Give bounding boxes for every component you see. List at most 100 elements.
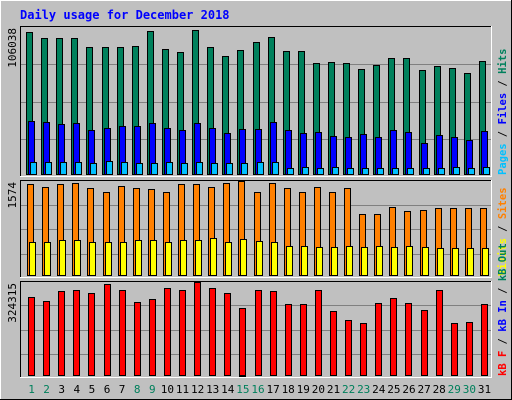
bar-pages-day-5: [90, 163, 97, 175]
day-label-23: 23: [357, 383, 370, 396]
bar-visits-day-23: [361, 247, 368, 276]
bar-kb-f-day-18: [285, 304, 292, 376]
day-label-25: 25: [387, 383, 400, 396]
panel-usage-legend: Pages / Files / Hits: [497, 49, 509, 175]
bar-visits-day-20: [316, 247, 323, 276]
day-label-11: 11: [176, 383, 189, 396]
bar-pages-day-17: [272, 162, 279, 175]
chart-panels: 106038 Pages / Files / Hits 1574 Visits / S…: [6, 26, 509, 378]
bar-visits-day-18: [286, 246, 293, 276]
bar-visits-day-9: [150, 240, 157, 276]
bar-visits-day-26: [406, 246, 413, 276]
day-label-9: 9: [149, 383, 156, 396]
bar-kb-in-day-15: [239, 375, 246, 377]
day-labels: 1 2 3 4 5 6 7 8 9 10 11 12 13 14 15 16 17 18 19 20 21 22 23 24 2…: [28, 383, 491, 396]
legend-entry-files: Files: [497, 93, 509, 125]
day-label-28: 28: [433, 383, 446, 396]
bar-pages-day-30: [468, 168, 475, 175]
legend-entry-kb-in: kB In: [497, 300, 509, 332]
bar-pages-day-21: [332, 167, 339, 175]
panel-visits-sites-max-label: 1574: [6, 182, 19, 209]
bar-pages-day-25: [392, 168, 399, 175]
day-label-26: 26: [402, 383, 415, 396]
bar-visits-day-29: [452, 248, 459, 276]
day-label-4: 4: [73, 383, 80, 396]
bar-visits-day-27: [422, 247, 429, 276]
day-label-12: 12: [191, 383, 204, 396]
legend-entry-hits: Hits: [497, 49, 509, 74]
panel-kbytes-legend: kB F / kB In / kB Out: [497, 243, 509, 376]
bar-visits-day-19: [301, 246, 308, 276]
day-label-22: 22: [342, 383, 355, 396]
day-label-14: 14: [221, 383, 235, 396]
bar-pages-day-2: [45, 162, 52, 175]
bar-kb-f-day-11: [179, 290, 186, 376]
day-label-2: 2: [43, 383, 50, 396]
chart-title: Daily usage for December 2018: [20, 8, 230, 22]
legend-entry-kb-out: kB Out: [497, 243, 509, 281]
bar-kb-f-day-10: [164, 288, 171, 376]
day-label-10: 10: [161, 383, 174, 396]
bar-kb-f-day-31: [481, 304, 488, 376]
bar-pages-day-18: [287, 168, 294, 175]
panel-visits-sites-legend: Visits / Sites: [497, 187, 509, 276]
bar-visits-day-28: [437, 248, 444, 276]
bar-visits-day-16: [256, 241, 263, 276]
bar-visits-day-12: [195, 240, 202, 276]
bar-pages-day-11: [181, 163, 188, 175]
bar-pages-day-19: [302, 167, 309, 175]
bar-kb-f-day-9: [149, 299, 156, 376]
bar-pages-day-31: [483, 167, 490, 175]
bar-kb-f-day-29: [451, 323, 458, 376]
bar-visits-day-21: [331, 247, 338, 276]
bar-visits-day-4: [74, 240, 81, 276]
bar-kb-f-day-4: [73, 290, 80, 376]
bar-pages-day-10: [166, 162, 173, 175]
bar-pages-day-29: [453, 167, 460, 175]
bar-pages-day-16: [257, 162, 264, 175]
bar-pages-day-4: [75, 162, 82, 175]
bar-kb-f-day-13: [209, 288, 216, 376]
legend-entry-sites: Sites: [497, 187, 509, 219]
bar-pages-day-26: [407, 168, 414, 175]
bar-pages-day-8: [136, 163, 143, 175]
bar-kb-f-day-7: [119, 290, 126, 376]
day-label-18: 18: [282, 383, 295, 396]
bar-visits-day-24: [376, 246, 383, 276]
bar-kb-f-day-17: [270, 291, 277, 376]
day-label-20: 20: [312, 383, 325, 396]
day-label-1: 1: [28, 383, 35, 396]
bar-visits-day-10: [165, 242, 172, 276]
bar-pages-day-24: [377, 168, 384, 175]
day-label-7: 7: [119, 383, 126, 396]
bar-kb-f-day-30: [466, 322, 473, 376]
bar-kb-f-day-3: [58, 291, 65, 376]
legend-entry-visits: Visits: [497, 238, 509, 276]
day-label-24: 24: [372, 383, 386, 396]
bar-kb-f-day-21: [330, 311, 337, 376]
bar-visits-day-17: [271, 242, 278, 276]
panel-usage-max-label: 106038: [6, 28, 19, 68]
bar-kb-f-day-27: [421, 310, 428, 376]
bar-kb-f-day-20: [315, 290, 322, 376]
bar-kb-f-day-25: [390, 298, 397, 376]
bar-visits-day-3: [59, 240, 66, 276]
day-label-27: 27: [417, 383, 430, 396]
panel-kbytes: 324315 kB F / kB In / kB Out: [6, 243, 509, 378]
day-label-16: 16: [251, 383, 264, 396]
bar-visits-day-13: [210, 238, 217, 276]
bar-kb-f-day-26: [405, 303, 412, 376]
day-label-21: 21: [327, 383, 340, 396]
bar-kb-f-day-24: [375, 303, 382, 376]
panel-usage: 106038 Pages / Files / Hits: [6, 26, 509, 177]
bar-pages-day-6: [106, 161, 113, 175]
bar-kb-f-day-8: [134, 302, 141, 376]
bar-visits-day-30: [467, 248, 474, 276]
bar-pages-day-15: [241, 163, 248, 175]
day-label-6: 6: [104, 383, 111, 396]
bar-kb-f-day-23: [360, 323, 367, 376]
bar-pages-day-13: [211, 163, 218, 175]
bar-kb-f-day-12: [194, 282, 201, 376]
bar-visits-day-11: [180, 240, 187, 276]
